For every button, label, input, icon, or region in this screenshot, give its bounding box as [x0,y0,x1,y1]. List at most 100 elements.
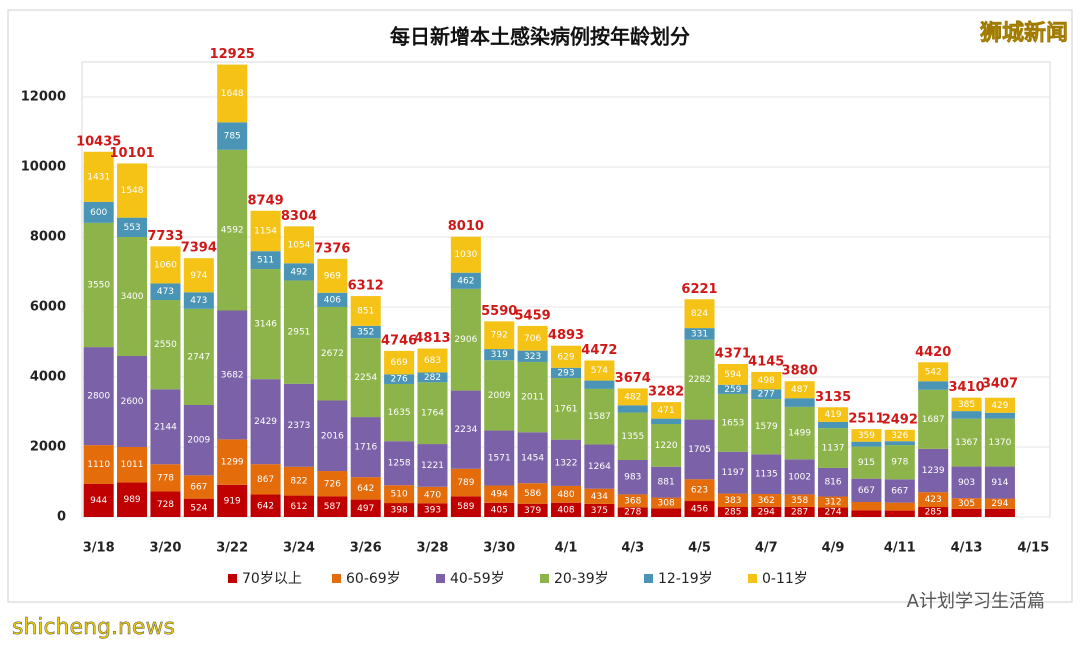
bar-segment [951,498,982,509]
segment-label: 429 [991,401,1008,411]
segment-label: 944 [90,496,107,506]
x-tick-label: 3/18 [83,541,115,556]
segment-label: 1220 [655,441,678,451]
legend-swatch [540,574,549,583]
bar-segment [751,454,782,495]
segment-label: 1137 [822,444,845,454]
bar-segment [350,477,381,500]
segment-label: 3550 [87,280,110,290]
total-label: 7394 [181,241,217,256]
bar-segment [550,367,582,379]
segment-label: 1761 [555,404,578,414]
bar-segment [684,501,715,517]
segment-label: 492 [290,267,307,277]
bar-segment [283,466,314,496]
segment-label: 434 [591,492,608,502]
segment-label: 974 [190,271,207,281]
segment-label: 482 [624,392,641,402]
bar-segment [484,360,515,431]
segment-label: 881 [658,478,675,488]
y-tick-label: 10000 [21,160,66,175]
segment-label: 277 [758,390,775,400]
bar-segment [651,466,682,498]
segment-label: 1197 [721,468,744,478]
segment-label: 2009 [488,391,511,401]
bar-segment [717,493,748,508]
bar-segment [317,292,348,307]
bar-segment [450,496,481,517]
segment-label: 462 [457,276,474,286]
segment-label: 2373 [288,421,311,431]
segment-label: 498 [758,376,775,386]
segment-label: 792 [491,331,508,341]
segment-label: 1221 [421,461,444,471]
total-label: 10101 [109,146,154,161]
bar-segment [384,503,415,517]
segment-label: 473 [157,287,174,297]
segment-label: 308 [658,498,675,508]
bar-segment [584,380,615,389]
legend-label: 40-59岁 [450,571,505,587]
segment-label: 594 [724,370,741,380]
x-tick-label: 3/30 [483,541,515,556]
segment-label: 408 [557,505,574,515]
segment-label: 375 [591,506,608,516]
bar-segment [83,347,114,446]
bar-segment [350,417,381,478]
total-label: 5459 [515,308,551,323]
bar-segment [584,444,615,489]
bar-segment [851,502,882,511]
bar-segment [851,446,882,479]
legend-swatch [644,574,653,583]
bar-segment [117,237,148,356]
bar-segment [818,428,849,468]
segment-label: 423 [925,495,942,505]
bar-segment [283,495,314,517]
segment-label: 362 [758,496,775,506]
y-tick-label: 0 [57,510,66,525]
bar-segment [550,378,582,440]
segment-label: 2282 [688,375,711,385]
x-tick-label: 4/9 [822,541,845,556]
segment-label: 2254 [354,373,377,383]
segment-label: 1587 [588,412,611,422]
bar-segment [884,445,915,480]
legend-swatch [436,574,445,583]
bar-segment [317,496,348,517]
segment-label: 1764 [421,409,444,419]
segment-label: 4592 [221,226,244,236]
total-label: 4813 [414,331,450,346]
bar-segment [150,464,181,492]
segment-label: 3146 [254,320,277,330]
segment-label: 331 [691,329,708,339]
bar-segment [517,483,548,504]
segment-label: 259 [724,385,741,395]
segment-label: 822 [290,477,307,487]
bar-segment [283,383,314,467]
total-label: 2492 [882,412,918,427]
segment-label: 629 [557,352,574,362]
bar-segment [117,163,148,218]
segment-label: 728 [157,500,174,510]
bar-segment [150,283,181,300]
bar-segment [984,508,1015,517]
segment-label: 683 [424,356,441,366]
segment-label: 1355 [621,432,644,442]
bar-segment [651,418,682,425]
segment-label: 2600 [121,397,144,407]
bar-segment [250,494,281,517]
bar-segment [584,503,615,517]
x-tick-label: 3/20 [150,541,182,556]
segment-label: 278 [624,508,641,518]
segment-label: 969 [324,271,341,281]
bar-segment [384,374,415,384]
bar-segment [484,502,515,517]
segment-label: 667 [858,486,875,496]
legend-label: 20-39岁 [554,571,609,587]
segment-label: 642 [357,484,374,494]
footer-account: A计划学习生活篇 [907,591,1045,612]
bar-segment [83,201,114,223]
bar-segment [851,510,882,517]
bar-segment [918,389,949,449]
watermark: 狮城新闻 [980,20,1068,46]
